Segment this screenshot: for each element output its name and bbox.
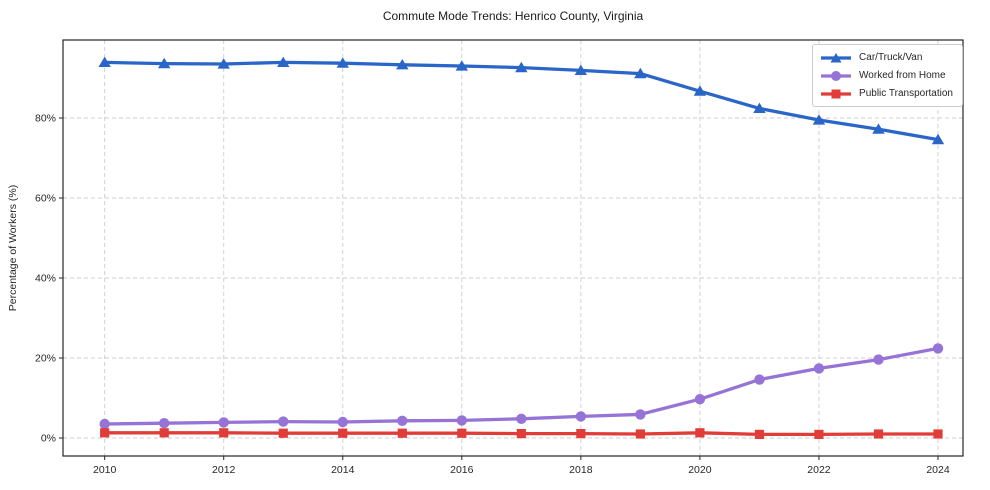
x-tick-label: 2024 (926, 464, 950, 476)
car-truck-van-marker (574, 64, 588, 75)
car-truck-van-marker (872, 123, 885, 134)
car-truck-van-marker (217, 58, 230, 69)
public-transportation-marker (100, 428, 110, 438)
car-truck-van-marker (277, 56, 290, 67)
car-truck-van-marker (812, 114, 826, 125)
public-transportation-marker (278, 428, 288, 438)
worked-from-home-marker (218, 417, 229, 428)
x-tick-label: 2020 (688, 464, 712, 476)
triangle-marker-icon (821, 52, 852, 62)
x-tick-label: 2012 (212, 464, 236, 476)
axes-frame (62, 39, 964, 457)
worked-from-home-marker (635, 409, 646, 420)
public-transportation-marker (338, 428, 348, 438)
x-tick-label: 2014 (331, 464, 355, 476)
y-tick-label: 40% (35, 273, 56, 285)
car-truck-van-marker (98, 56, 111, 67)
car-truck-van-marker (157, 57, 171, 69)
x-tick-label: 2022 (807, 464, 831, 476)
legend-label-worked-from-home: Worked from Home (859, 70, 946, 81)
square-marker-icon (821, 89, 852, 98)
legend-item-car-truck-van: Car/Truck/Van (820, 50, 953, 65)
public-transportation-marker (814, 429, 824, 439)
y-tick-label: 20% (35, 353, 56, 365)
car-truck-van-marker (693, 85, 707, 96)
worked-from-home-marker (456, 415, 468, 426)
car-truck-van-marker (753, 102, 766, 113)
worked-from-home-marker (397, 415, 408, 426)
worked-from-home-marker (932, 343, 944, 354)
x-tick-label: 2010 (93, 464, 117, 476)
public-transportation-marker (219, 428, 229, 438)
y-tick-label: 60% (35, 193, 56, 205)
car-truck-van-marker (931, 133, 945, 145)
worked-from-home-marker (337, 416, 348, 428)
car-truck-van-marker (515, 61, 528, 73)
worked-from-home-marker (813, 363, 825, 374)
legend-item-public-transportation: Public Transportation (820, 86, 953, 101)
worked-from-home-marker (158, 418, 170, 429)
x-tick-label: 2018 (569, 464, 593, 476)
worked-from-home-marker (278, 416, 289, 427)
car-truck-van-marker (455, 60, 469, 71)
legend-item-worked-from-home: Worked from Home (820, 68, 953, 83)
public-transportation-marker (397, 428, 407, 438)
car-truck-van-marker (396, 59, 409, 70)
legend-label-car-truck-van: Car/Truck/Van (859, 52, 923, 63)
public-transportation-marker (516, 429, 526, 439)
worked-from-home-line (103, 346, 940, 426)
public-transportation-marker (576, 429, 586, 439)
worked-from-home-marker (575, 411, 587, 422)
circle-marker-icon (821, 70, 852, 81)
public-transportation-marker (159, 428, 169, 438)
public-transportation-marker (754, 429, 765, 439)
public-transportation-marker (933, 429, 943, 439)
worked-from-home-marker (873, 354, 884, 365)
public-transportation-marker (635, 429, 645, 439)
legend-label-public-transportation: Public Transportation (859, 88, 953, 99)
public-transportation-marker (695, 428, 705, 438)
chart-title: Commute Mode Trends: Henrico County, Vir… (382, 9, 644, 23)
worked-from-home-marker (99, 418, 110, 430)
y-tick-label: 0% (41, 433, 56, 445)
legend: Car/Truck/Van Worked from Home Public Tr… (812, 44, 963, 107)
public-transportation-marker (457, 428, 467, 438)
car-truck-van-marker (336, 57, 349, 68)
worked-from-home-marker (694, 394, 706, 405)
public-transportation-marker (873, 429, 884, 439)
x-tick-label: 2016 (450, 464, 474, 476)
y-tick-label: 80% (35, 113, 56, 125)
worked-from-home-marker (516, 413, 527, 424)
worked-from-home-marker (754, 374, 765, 385)
car-truck-van-marker (634, 67, 647, 79)
